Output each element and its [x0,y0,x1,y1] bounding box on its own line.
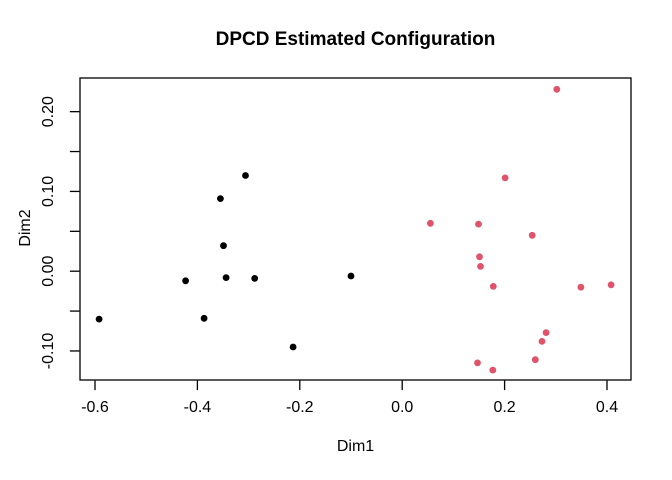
plot-box [79,77,632,381]
data-point-cluster-pink [476,253,483,261]
data-point-cluster-black [347,272,355,280]
data-point-cluster-black [251,275,259,282]
data-point-cluster-pink [577,283,585,291]
data-point-cluster-black [217,195,224,203]
y-tick-label: 0.00 [40,256,57,287]
x-tick-label: -0.2 [286,399,314,416]
y-tick-label: 0.20 [40,96,57,127]
x-tick-label: 0.0 [391,399,413,416]
data-point-cluster-black [242,172,249,179]
data-point-cluster-pink [427,219,434,227]
x-tick-label: 0.2 [493,399,515,416]
y-tick-label: -0.10 [40,333,57,370]
data-point-cluster-pink [538,338,546,345]
data-point-cluster-pink [489,283,497,290]
data-point-cluster-black [200,314,208,322]
data-point-cluster-pink [531,356,539,364]
data-point-cluster-pink [528,231,536,239]
x-tick-label: 0.4 [596,399,618,416]
x-tick-label: -0.6 [81,399,109,416]
chart-title: DPCD Estimated Configuration [215,29,496,50]
data-point-cluster-black [289,343,297,351]
x-tick-label: -0.4 [184,399,212,416]
data-point-cluster-pink [477,263,484,270]
data-point-cluster-black [220,242,227,250]
data-point-cluster-pink [607,281,615,289]
x-axis-title: Dim1 [336,438,375,455]
data-point-cluster-black [95,315,103,323]
data-point-cluster-pink [553,85,561,93]
data-point-cluster-pink [501,174,509,182]
y-tick-label: 0.10 [40,176,57,207]
data-point-cluster-black [222,274,230,281]
data-point-cluster-pink [542,329,550,336]
data-point-cluster-pink [474,359,481,367]
data-point-cluster-black [182,277,190,285]
data-point-cluster-pink [475,220,482,228]
data-point-cluster-pink [489,366,497,374]
